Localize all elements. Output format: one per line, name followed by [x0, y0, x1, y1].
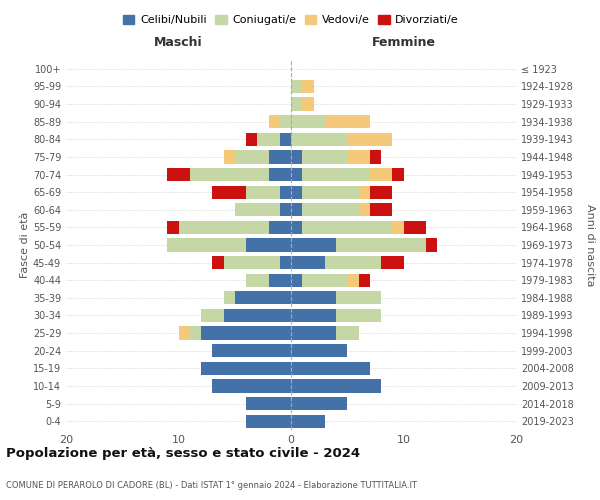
Bar: [291, 380, 381, 392]
Bar: [392, 168, 404, 181]
Bar: [291, 132, 347, 146]
Bar: [336, 326, 359, 340]
Text: Maschi: Maschi: [154, 36, 203, 50]
Bar: [235, 150, 269, 164]
Bar: [302, 168, 370, 181]
Bar: [246, 186, 280, 198]
Bar: [291, 150, 302, 164]
Bar: [280, 203, 291, 216]
Bar: [212, 256, 223, 269]
Bar: [223, 309, 291, 322]
Bar: [291, 326, 336, 340]
Bar: [291, 186, 302, 198]
Text: Femmine: Femmine: [371, 36, 436, 50]
Bar: [302, 221, 392, 234]
Bar: [212, 344, 291, 358]
Bar: [291, 414, 325, 428]
Bar: [190, 326, 201, 340]
Bar: [302, 203, 359, 216]
Y-axis label: Fasce di età: Fasce di età: [20, 212, 30, 278]
Bar: [235, 203, 280, 216]
Text: COMUNE DI PERAROLO DI CADORE (BL) - Dati ISTAT 1° gennaio 2024 - Elaborazione TU: COMUNE DI PERAROLO DI CADORE (BL) - Dati…: [6, 480, 417, 490]
Bar: [246, 238, 291, 252]
Bar: [392, 221, 404, 234]
Bar: [212, 380, 291, 392]
Bar: [359, 274, 370, 287]
Bar: [302, 274, 347, 287]
Bar: [167, 238, 246, 252]
Bar: [246, 274, 269, 287]
Bar: [201, 326, 291, 340]
Bar: [302, 186, 359, 198]
Bar: [269, 168, 291, 181]
Bar: [201, 309, 223, 322]
Bar: [201, 362, 291, 375]
Legend: Celibi/Nubili, Coniugati/e, Vedovi/e, Divorziati/e: Celibi/Nubili, Coniugati/e, Vedovi/e, Di…: [119, 10, 463, 29]
Bar: [291, 168, 302, 181]
Bar: [302, 150, 347, 164]
Bar: [359, 186, 370, 198]
Bar: [426, 238, 437, 252]
Bar: [179, 326, 190, 340]
Bar: [235, 291, 291, 304]
Bar: [325, 115, 370, 128]
Bar: [167, 168, 190, 181]
Bar: [291, 397, 347, 410]
Bar: [212, 186, 246, 198]
Bar: [347, 274, 359, 287]
Bar: [370, 150, 381, 164]
Bar: [347, 132, 392, 146]
Bar: [190, 168, 269, 181]
Bar: [381, 256, 404, 269]
Bar: [280, 186, 291, 198]
Bar: [280, 256, 291, 269]
Bar: [269, 150, 291, 164]
Bar: [291, 309, 336, 322]
Bar: [246, 414, 291, 428]
Bar: [370, 168, 392, 181]
Bar: [257, 132, 280, 146]
Bar: [291, 221, 302, 234]
Bar: [302, 80, 314, 93]
Bar: [269, 115, 280, 128]
Bar: [223, 150, 235, 164]
Bar: [246, 132, 257, 146]
Bar: [291, 80, 302, 93]
Bar: [370, 186, 392, 198]
Bar: [336, 238, 426, 252]
Y-axis label: Anni di nascita: Anni di nascita: [585, 204, 595, 286]
Bar: [223, 256, 280, 269]
Bar: [291, 238, 336, 252]
Bar: [269, 221, 291, 234]
Bar: [291, 291, 336, 304]
Bar: [280, 115, 291, 128]
Text: Popolazione per età, sesso e stato civile - 2024: Popolazione per età, sesso e stato civil…: [6, 448, 360, 460]
Bar: [336, 309, 381, 322]
Bar: [302, 98, 314, 110]
Bar: [336, 291, 381, 304]
Bar: [167, 221, 179, 234]
Bar: [269, 274, 291, 287]
Bar: [291, 274, 302, 287]
Bar: [291, 256, 325, 269]
Bar: [280, 132, 291, 146]
Bar: [246, 397, 291, 410]
Bar: [291, 98, 302, 110]
Bar: [223, 291, 235, 304]
Bar: [291, 203, 302, 216]
Bar: [291, 115, 325, 128]
Bar: [325, 256, 381, 269]
Bar: [179, 221, 269, 234]
Bar: [291, 344, 347, 358]
Bar: [359, 203, 370, 216]
Bar: [291, 362, 370, 375]
Bar: [347, 150, 370, 164]
Bar: [370, 203, 392, 216]
Bar: [404, 221, 426, 234]
